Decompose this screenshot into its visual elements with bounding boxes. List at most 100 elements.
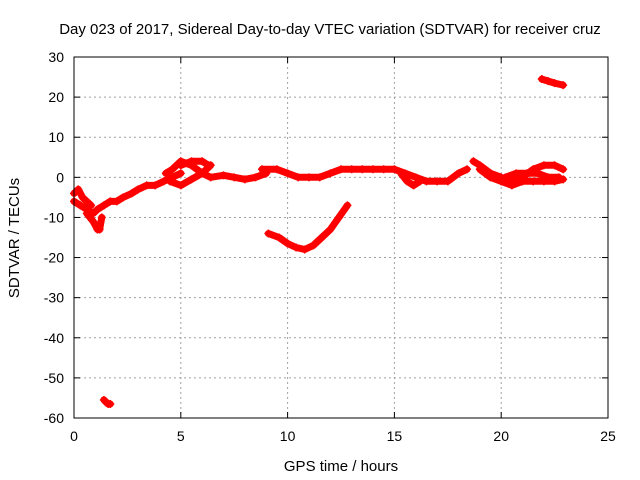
data-point [230,173,239,182]
data-point [82,209,91,218]
data-point [379,165,388,174]
series-early-dip-low [82,209,106,234]
data-point [537,75,546,84]
data-point [272,165,281,174]
y-tick-label: 30 [48,49,64,65]
series-mid-morning-wave-upper [176,157,213,170]
data-point [559,81,568,90]
series-trace [538,75,567,89]
data-point [409,181,418,190]
y-tick-label: 0 [56,169,64,185]
data-point [463,165,472,174]
data-point [544,173,553,182]
y-tick-label: 20 [48,89,64,105]
y-tick-label: 10 [48,129,64,145]
series-trace [70,169,185,217]
data-point [347,165,356,174]
data-point [176,169,185,178]
data-point [337,165,345,174]
data-point [433,177,442,186]
data-point [294,173,303,182]
data-point [497,177,506,186]
data-point [82,197,91,206]
x-tick-label: 25 [600,428,616,444]
x-tick-label: 20 [493,428,509,444]
data-point [300,245,309,254]
series-trace [177,157,213,169]
data-point [416,177,425,186]
data-point [87,201,96,210]
data-point [176,161,185,170]
data-point [95,225,104,234]
data-point [176,181,185,190]
data-point [390,165,399,174]
data-point [550,161,559,170]
tick-labels: 0 5 10 15 20 25 -60 -50 -40 -30 -20 -10 0 10 20 30 [44,49,616,444]
y-axis-label: SDTVAR / TECUs [6,178,23,298]
data-point [134,185,143,194]
data-point [475,165,484,174]
data-point [142,181,151,190]
data-point [343,201,352,210]
data-point [78,193,87,202]
data-point [106,399,115,408]
data-point [264,229,273,238]
series-trace [264,201,351,253]
data-point [554,173,563,182]
y-tick-label: -50 [44,370,64,386]
series-main-band-lower [396,169,425,190]
data-point [518,177,527,186]
data-point [251,173,260,182]
data-point [550,79,559,88]
data-point [168,165,177,174]
series-late-high-segment [537,75,568,90]
axis-ticks [73,56,609,419]
data-point [469,157,478,166]
y-tick-label: -20 [44,250,64,266]
data-point [522,169,531,178]
data-point [219,171,228,180]
data-point [206,173,215,182]
data-point [326,225,335,234]
data-point [454,169,463,178]
data-point [112,197,121,206]
data-point [529,177,538,186]
data-series [70,75,568,408]
data-point [292,243,301,252]
x-tick-label: 0 [70,428,78,444]
data-point [89,217,98,226]
data-point [166,177,175,186]
data-point [283,239,292,248]
y-tick-label: -40 [44,330,64,346]
plot-frame [73,56,609,419]
data-point [486,173,495,182]
series-trace [258,165,471,185]
x-axis-label: GPS time / hours [284,458,398,475]
data-point [161,169,170,178]
data-point [317,233,326,242]
data-point [533,169,542,178]
y-tick-label: -10 [44,209,64,225]
data-point [119,193,128,202]
data-point [74,185,83,194]
data-point [198,157,207,166]
x-tick-label: 5 [177,428,185,444]
data-point [257,165,266,174]
data-point [443,177,452,186]
data-point [304,173,313,182]
data-point [544,77,553,86]
data-point [559,165,568,174]
data-point [198,169,207,178]
data-point [315,173,324,182]
data-point [396,169,405,178]
series-mid-morning-wave [161,157,271,184]
data-point [204,161,213,170]
data-point [240,175,249,184]
series-early-noisy-band [70,169,185,218]
x-tick-label: 15 [387,428,403,444]
data-point [283,169,292,178]
series-midday-arc [264,201,352,254]
y-tick-label: -30 [44,290,64,306]
data-point [187,175,196,184]
data-point [369,165,378,174]
